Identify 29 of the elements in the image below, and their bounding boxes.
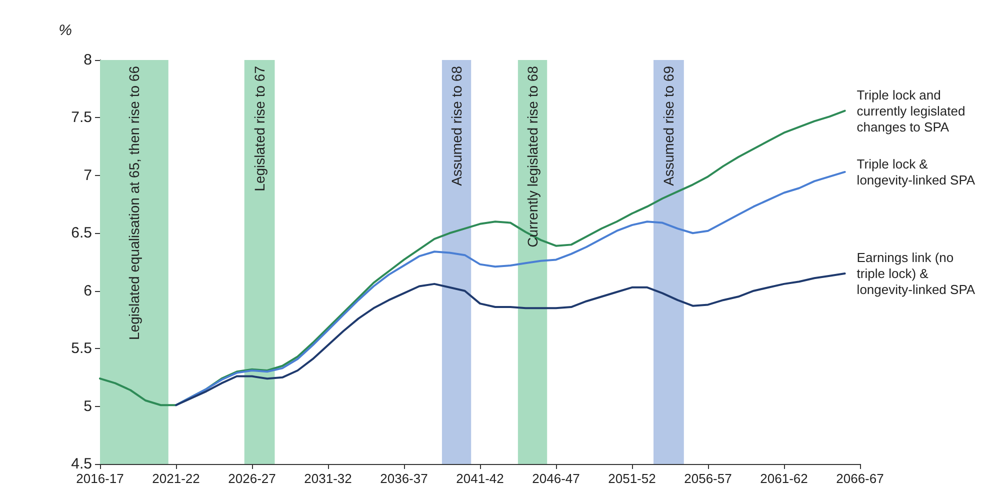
x-tick-label: 2036-37 bbox=[380, 471, 428, 486]
y-tick-label: 6 bbox=[84, 282, 92, 300]
band-label: Assumed rise to 68 bbox=[448, 66, 465, 186]
band-label: Currently legislated rise to 68 bbox=[524, 66, 541, 248]
x-tick-label: 2041-42 bbox=[456, 471, 504, 486]
band-label: Legislated rise to 67 bbox=[252, 66, 268, 192]
x-tick-label: 2031-32 bbox=[304, 471, 352, 486]
series-label: Triple lock and currently legislated changes to SPA bbox=[856, 87, 969, 134]
band-label: Legislated equalisation at 65, then rise to 66 bbox=[126, 66, 142, 340]
x-tick-label: 2046-47 bbox=[532, 471, 580, 486]
y-tick-label: 5 bbox=[84, 398, 92, 415]
series-label: Triple lock & longevity-linked SPA bbox=[856, 156, 976, 188]
x-tick-label: 2051-52 bbox=[608, 471, 656, 486]
y-tick-label: 7 bbox=[84, 166, 92, 184]
x-tick-label: 2016-17 bbox=[76, 471, 124, 486]
x-tick-label: 2061-62 bbox=[760, 471, 808, 486]
y-tick-label: 4.5 bbox=[71, 456, 92, 472]
y-tick-label: 6.5 bbox=[71, 224, 92, 242]
x-tick-label: 2056-57 bbox=[684, 471, 732, 486]
band-label: Assumed rise to 69 bbox=[660, 66, 677, 186]
x-tick-label: 2026-27 bbox=[228, 471, 276, 486]
line-series bbox=[175, 272, 846, 406]
y-tick-label: 7.5 bbox=[71, 109, 92, 126]
y-tick-label: 5.5 bbox=[71, 340, 92, 358]
y-tick-label: 8 bbox=[84, 52, 92, 68]
x-tick-label: 2066-67 bbox=[836, 471, 884, 486]
y-axis-title: % bbox=[58, 22, 72, 39]
series-label: Earnings link (no triple lock) & longevity-linked SPA bbox=[856, 250, 976, 298]
x-tick-label: 2021-22 bbox=[152, 471, 200, 486]
